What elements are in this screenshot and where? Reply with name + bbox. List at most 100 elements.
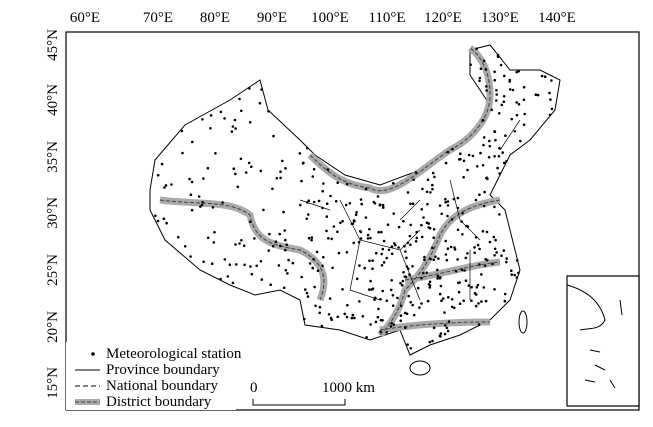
- station: [406, 267, 410, 271]
- station: [477, 302, 480, 305]
- station: [515, 101, 518, 104]
- station: [503, 292, 507, 296]
- station: [467, 284, 471, 287]
- station: [451, 147, 454, 151]
- station: [247, 161, 251, 165]
- station: [234, 243, 237, 246]
- station: [366, 233, 370, 237]
- station: [277, 264, 281, 267]
- station: [391, 294, 395, 297]
- station: [156, 173, 160, 177]
- station: [500, 254, 503, 257]
- station: [446, 204, 450, 207]
- station: [321, 206, 324, 210]
- station: [399, 304, 403, 308]
- station: [493, 130, 497, 133]
- station: [191, 140, 194, 144]
- station: [238, 97, 241, 101]
- station: [476, 243, 480, 247]
- station: [165, 221, 168, 225]
- station: [501, 151, 505, 154]
- station: [177, 235, 180, 239]
- station: [374, 251, 378, 255]
- station: [239, 157, 243, 161]
- station: [411, 202, 415, 205]
- station: [382, 239, 386, 243]
- station: [357, 240, 361, 244]
- station: [543, 75, 547, 78]
- station: [300, 179, 303, 183]
- national-boundary: [149, 44, 561, 356]
- station: [496, 166, 499, 170]
- station: [219, 277, 222, 281]
- station: [420, 208, 424, 211]
- station: [440, 212, 444, 216]
- station: [242, 244, 246, 247]
- station: [534, 93, 538, 96]
- station: [454, 270, 458, 273]
- station: [493, 247, 497, 251]
- legend-label: National boundary: [106, 378, 219, 394]
- left-label: 15°N: [45, 367, 61, 399]
- station: [420, 302, 423, 305]
- station: [494, 138, 497, 142]
- station: [446, 247, 450, 250]
- station: [466, 168, 469, 172]
- station: [540, 74, 544, 78]
- station: [470, 299, 473, 303]
- station: [444, 200, 448, 204]
- station: [249, 265, 252, 268]
- station: [475, 47, 479, 50]
- station: [385, 331, 389, 334]
- station: [481, 119, 484, 122]
- station: [371, 259, 374, 262]
- station: [285, 243, 289, 246]
- station: [336, 181, 340, 184]
- station: [322, 182, 325, 185]
- station: [392, 212, 396, 215]
- station: [308, 262, 312, 265]
- station: [248, 220, 252, 224]
- station: [457, 290, 461, 294]
- station: [482, 59, 486, 63]
- left-label: 25°N: [45, 254, 61, 286]
- station: [260, 278, 264, 281]
- station: [502, 95, 506, 98]
- station: [320, 324, 324, 328]
- station: [211, 206, 215, 209]
- station: [369, 279, 372, 283]
- station: [250, 165, 253, 168]
- station: [458, 281, 462, 284]
- station: [244, 171, 248, 174]
- district-boundary: [159, 45, 501, 338]
- station: [350, 222, 354, 226]
- station: [510, 117, 513, 121]
- station: [493, 205, 496, 209]
- station: [311, 266, 315, 270]
- station: [329, 194, 332, 198]
- station: [428, 284, 432, 287]
- station: [202, 260, 205, 264]
- legend-label: District boundary: [106, 394, 212, 410]
- station: [238, 242, 241, 245]
- station: [366, 237, 370, 240]
- station: [368, 259, 371, 263]
- station: [456, 258, 459, 261]
- station: [359, 237, 363, 240]
- station: [286, 272, 289, 275]
- station: [392, 323, 396, 326]
- station: [391, 304, 395, 308]
- station: [190, 180, 194, 184]
- station: [420, 235, 424, 239]
- station: [479, 67, 483, 70]
- station: [477, 323, 481, 326]
- station: [381, 247, 385, 251]
- country-outline: [149, 44, 561, 376]
- station: [310, 238, 313, 242]
- station: [300, 275, 304, 279]
- station: [453, 246, 456, 249]
- station: [503, 74, 506, 78]
- station: [441, 297, 445, 300]
- station: [498, 172, 501, 175]
- station: [389, 288, 393, 292]
